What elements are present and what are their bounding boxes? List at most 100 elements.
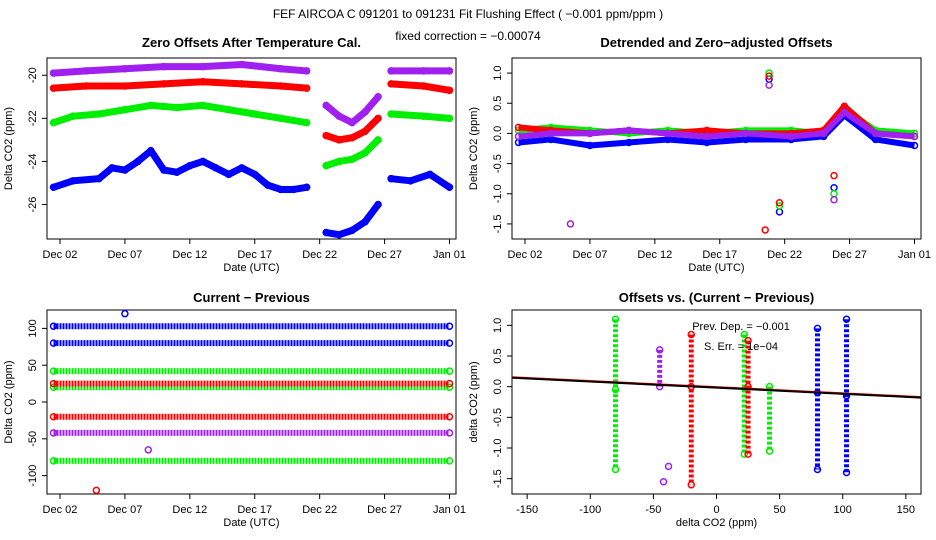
x-tick-label: Dec 02: [43, 249, 78, 261]
data-point: [348, 155, 356, 164]
data-point: [250, 170, 259, 179]
annotation: S. Err. = 1e−04: [704, 341, 778, 353]
data-point: [322, 131, 330, 140]
data-point: [49, 118, 58, 127]
data-point: [361, 218, 369, 226]
data-point: [92, 486, 101, 494]
data-point: [49, 367, 58, 375]
data-point: [687, 481, 696, 489]
data-point: [160, 166, 168, 174]
data-point: [740, 330, 749, 339]
series-trace: [49, 60, 311, 77]
data-point: [655, 346, 664, 354]
data-point: [813, 465, 822, 474]
data-point: [335, 230, 343, 239]
data-point: [276, 185, 285, 194]
data-point: [445, 183, 454, 192]
series-blue: [49, 146, 454, 239]
data-point: [445, 412, 454, 421]
x-tick-label: Dec 17: [237, 249, 272, 261]
series-purple: [49, 429, 454, 454]
plot-area: [514, 69, 919, 234]
data-point: [813, 324, 822, 333]
y-axis-label: Delta CO2 (ppm): [3, 107, 15, 190]
data-point: [374, 93, 382, 101]
data-point: [322, 228, 330, 237]
x-tick-label: Dec 07: [572, 249, 607, 261]
data-point: [871, 129, 880, 138]
series-green: [49, 367, 454, 465]
data-point: [361, 127, 369, 136]
data-point: [302, 183, 311, 192]
panels: Zero Offsets After Temperature Cal. Dec 0…: [3, 35, 931, 529]
y-tick-label: -24: [27, 153, 39, 169]
data-point: [374, 200, 382, 209]
series-red: [49, 379, 454, 494]
series-green: [49, 101, 454, 170]
series-trace: [49, 147, 311, 193]
data-point: [419, 67, 428, 75]
data-point: [775, 208, 784, 216]
x-tick-label: 100: [834, 504, 852, 516]
x-tick-label: Dec 27: [367, 504, 402, 516]
data-point: [49, 429, 58, 437]
plot-area: [512, 315, 921, 489]
data-point: [276, 65, 285, 73]
data-point: [374, 114, 382, 123]
data-point: [406, 177, 415, 185]
y-tick-label: -100: [27, 465, 39, 487]
data-point: [82, 67, 90, 75]
panel-title: Current − Previous: [193, 290, 310, 305]
y-tick-label: 0.0: [492, 126, 504, 141]
x-tick-label: Jan 01: [433, 249, 466, 261]
series-purple: [49, 60, 454, 127]
data-point: [212, 164, 220, 172]
data-point: [586, 129, 594, 138]
data-point: [445, 114, 454, 123]
x-tick-label: -50: [645, 504, 661, 516]
data-point: [611, 385, 620, 394]
x-tick-label: Dec 17: [702, 249, 737, 261]
data-point: [335, 157, 343, 166]
y-tick-label: -1.5: [492, 214, 504, 233]
x-tick-label: Dec 22: [302, 504, 337, 516]
data-point: [95, 174, 103, 183]
data-point: [49, 322, 58, 330]
plot-frame: [511, 57, 922, 240]
data-point: [659, 477, 668, 486]
data-point: [121, 166, 129, 174]
data-point: [238, 80, 246, 88]
data-point: [830, 183, 838, 192]
y-tick-label: -26: [27, 197, 39, 213]
x-tick-label: 50: [773, 504, 785, 516]
data-point: [830, 171, 838, 180]
x-tick-label: Dec 02: [43, 504, 78, 516]
data-point: [741, 129, 750, 138]
y-tick-label: -1.0: [492, 184, 504, 203]
data-point: [147, 146, 155, 155]
y-tick-label: 0.0: [492, 379, 504, 394]
data-point: [348, 226, 356, 235]
data-point: [238, 164, 246, 172]
data-point: [830, 196, 838, 204]
data-point: [787, 132, 795, 141]
data-point: [108, 164, 116, 172]
series-green: [611, 315, 774, 474]
y-tick-label: -22: [27, 110, 39, 126]
data-point: [225, 170, 233, 179]
x-tick-label: Dec 07: [107, 504, 142, 516]
data-point: [740, 450, 749, 458]
data-point: [69, 112, 77, 120]
series-trace: [387, 80, 454, 94]
series-blue: [49, 310, 454, 347]
x-tick-label: -150: [516, 504, 538, 516]
data-point: [703, 132, 711, 141]
data-point: [842, 315, 851, 323]
series-trace: [322, 93, 382, 127]
plot-frame: [511, 309, 922, 495]
data-point: [160, 80, 168, 88]
data-point: [199, 157, 207, 166]
data-point: [322, 101, 330, 110]
data-point: [276, 114, 285, 123]
